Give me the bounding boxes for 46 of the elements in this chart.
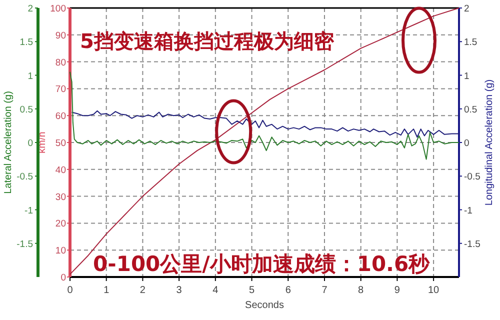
y2-tick-label: 1 bbox=[464, 70, 470, 82]
x-axis-title: Seconds bbox=[245, 300, 284, 311]
y2-tick-label: -1 bbox=[464, 205, 472, 216]
annotation: 5挡变速箱换挡过程极为细密 bbox=[80, 29, 335, 53]
y3-tick-label: 1 bbox=[28, 70, 33, 82]
x-tick-label: 3 bbox=[176, 285, 182, 296]
y-tick-label: 60 bbox=[55, 111, 66, 122]
y-tick-label: 40 bbox=[55, 164, 66, 176]
x-tick-label: 1 bbox=[104, 285, 110, 296]
y2-tick-label: 0 bbox=[464, 138, 470, 149]
y3-tick-label: -1.5 bbox=[16, 238, 33, 250]
x-tick-label: 0 bbox=[67, 285, 74, 296]
y-tick-label: 70 bbox=[55, 84, 66, 96]
x-tick-label: 9 bbox=[394, 285, 400, 296]
x-tick-label: 2 bbox=[140, 285, 146, 296]
y-tick-label: 100 bbox=[50, 4, 66, 14]
x-tick-label: 8 bbox=[358, 285, 364, 296]
line-series bbox=[71, 110, 460, 138]
annotation: 0-100公里/小时加速成绩：10.6秒 bbox=[93, 252, 431, 276]
y-tick-label: 90 bbox=[55, 30, 66, 42]
y2-tick-label: 0.5 bbox=[464, 104, 478, 116]
y3-tick-label: 1.5 bbox=[20, 37, 33, 48]
y-tick-label: 20 bbox=[55, 218, 66, 230]
y2-tick-label: 1.5 bbox=[464, 37, 478, 48]
y2-tick-label: -0.5 bbox=[464, 172, 480, 183]
y2-tick-label: 2 bbox=[464, 4, 470, 14]
x-tick-label: 7 bbox=[322, 285, 328, 296]
y3-tick-label: 0 bbox=[28, 138, 33, 149]
y-tick-label: 50 bbox=[55, 138, 66, 149]
y-tick-label: 10 bbox=[55, 246, 66, 257]
line-series bbox=[70, 8, 460, 275]
x-tick-label: 6 bbox=[285, 285, 292, 296]
x-tick-label: 5 bbox=[248, 285, 255, 296]
y3-tick-label: 0.5 bbox=[20, 104, 33, 116]
y2-tick-label: -1.5 bbox=[464, 238, 480, 250]
x-tick-label: 10 bbox=[428, 285, 440, 296]
y3-axis-title: Lateral Acceleration (g) bbox=[3, 91, 14, 194]
y-tick-label: 80 bbox=[55, 57, 66, 68]
y3-tick-label: -1 bbox=[24, 205, 33, 216]
x-tick-label: 4 bbox=[212, 285, 219, 296]
line-series bbox=[70, 71, 460, 160]
y-tick-label: 0 bbox=[60, 272, 66, 284]
y3-tick-label: 2 bbox=[28, 4, 33, 14]
y3-tick-label: -0.5 bbox=[16, 172, 33, 183]
y2-axis-title: Longitudinal Acceleration (g) bbox=[484, 79, 495, 206]
y-tick-label: 30 bbox=[55, 192, 66, 203]
